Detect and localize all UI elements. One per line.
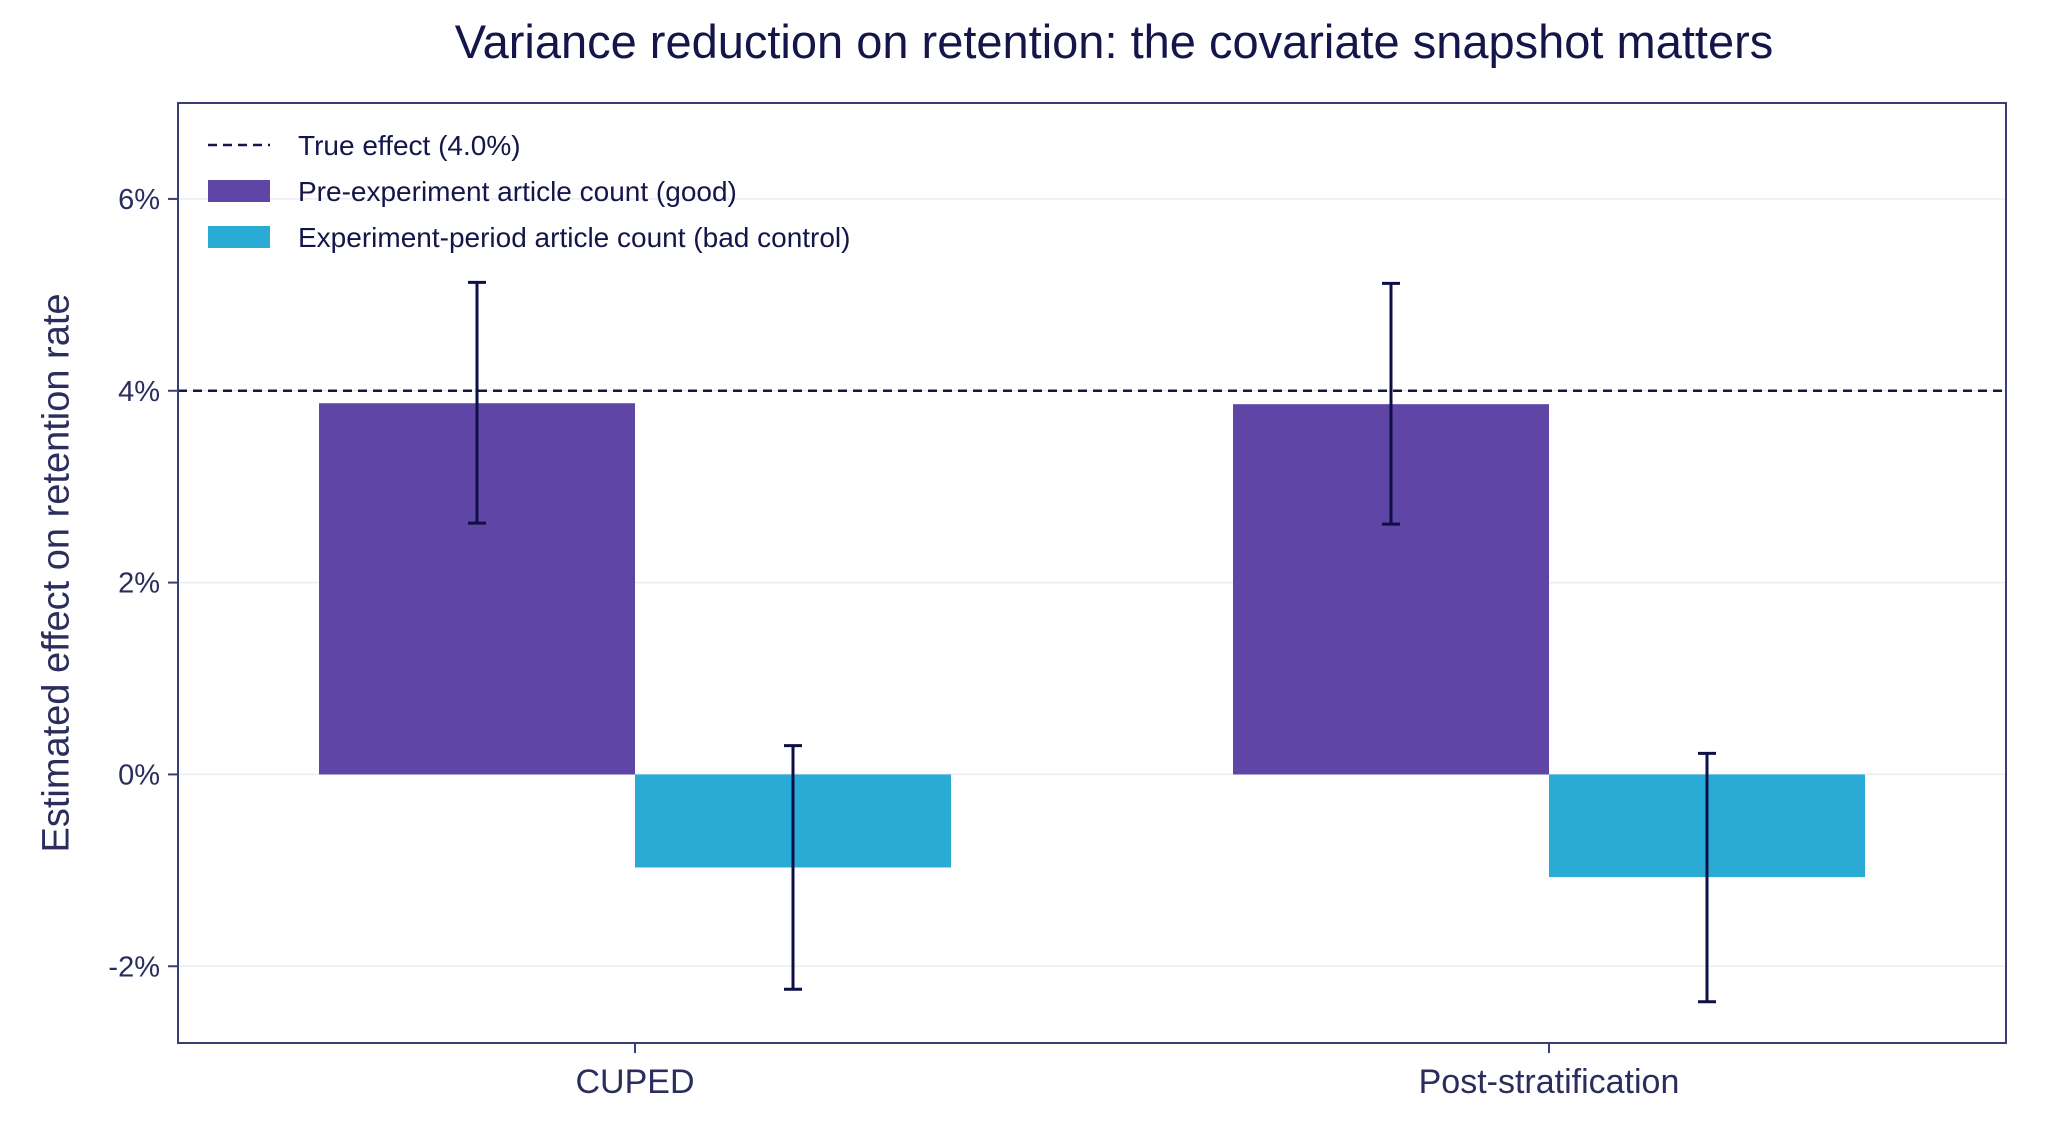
y-tick-label: 4% [118,376,160,408]
error-bar [784,744,802,991]
plot-frame [177,102,2007,1044]
error-bar [468,280,486,525]
y-tick-label: 0% [118,759,160,791]
error-bar [1382,281,1400,526]
legend-entry-series: Experiment-period article count (bad con… [208,222,850,253]
legend-entry-series: Pre-experiment article count (good) [208,176,737,207]
legend-label: Pre-experiment article count (good) [298,176,737,207]
y-axis-title: Estimated effect on retention rate [35,293,77,852]
chart-title: Variance reduction on retention: the cov… [454,15,1774,68]
x-tick-label: CUPED [575,1063,694,1101]
y-tick-label: 2% [118,568,160,600]
y-tick-label: -2% [108,951,160,983]
x-tick-label: Post-stratification [1419,1063,1680,1101]
legend-entry-true-effect: True effect (4.0%) [208,130,521,161]
bars-layer [319,403,1865,878]
y-tick-label: 6% [118,184,160,216]
legend: True effect (4.0%) Pre-experiment article… [208,130,850,253]
x-ticks-layer: CUPED Post-stratification [575,1043,1679,1101]
legend-swatch [208,226,270,248]
legend-label: True effect (4.0%) [298,130,521,161]
error-bars-layer [468,280,1716,1004]
y-ticks-layer: -2% 0% 2% 4% 6% [108,184,178,983]
legend-swatch [208,180,270,202]
error-bar [1698,751,1716,1004]
legend-label: Experiment-period article count (bad con… [298,222,850,253]
